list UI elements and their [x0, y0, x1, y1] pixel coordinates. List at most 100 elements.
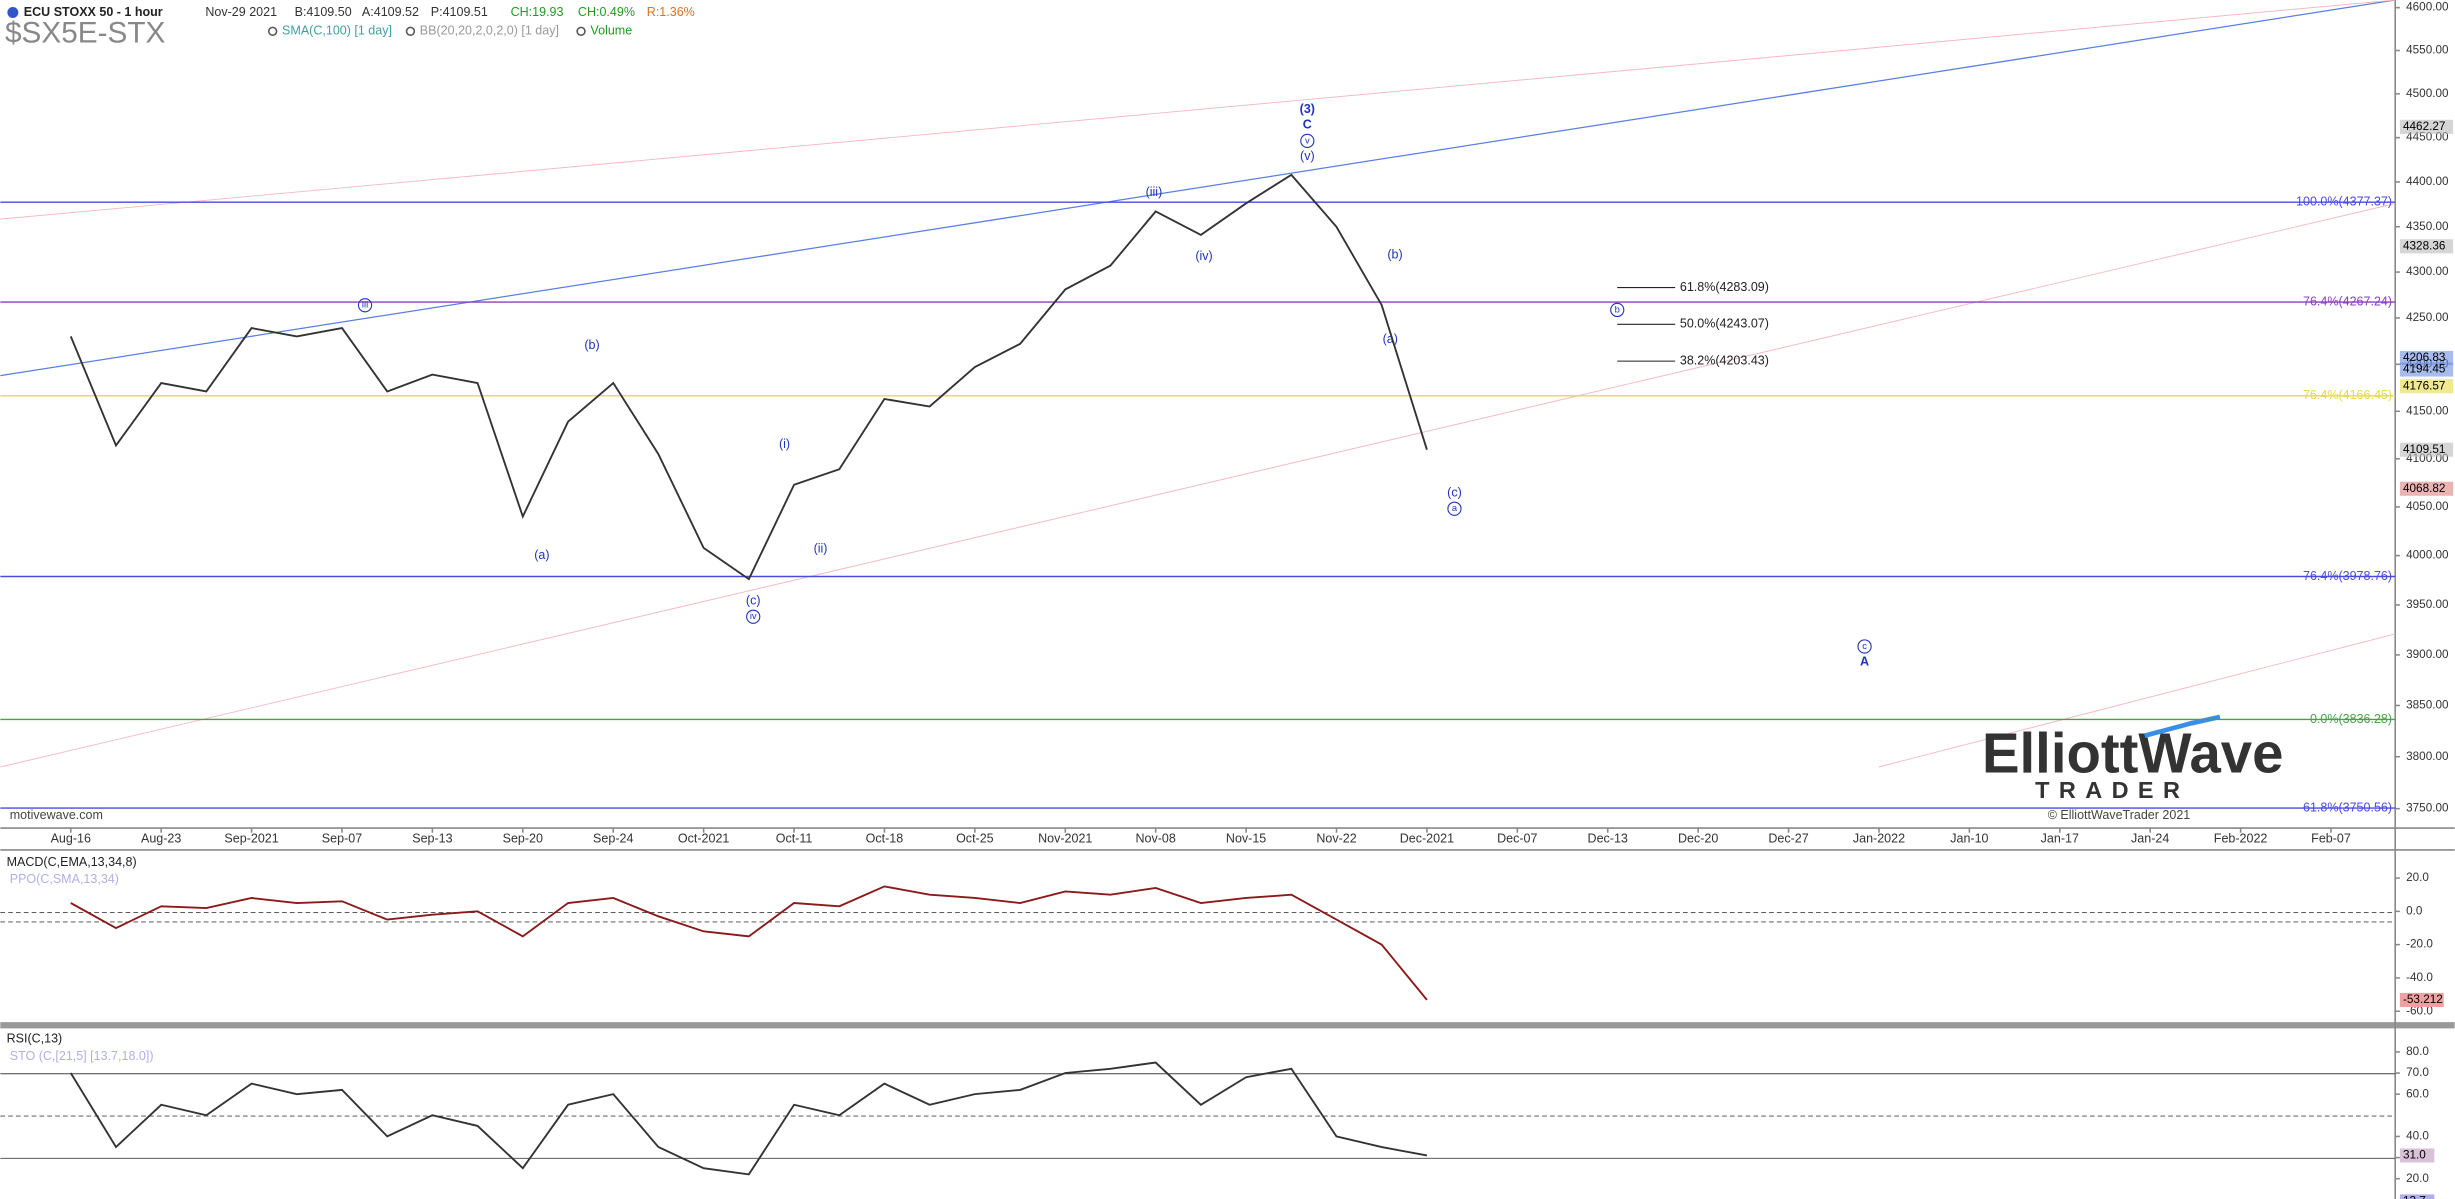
x-tick-label: Nov-22: [1316, 831, 1356, 845]
panel-title: RSI(C,13): [7, 1032, 63, 1046]
x-tick-label: Oct-25: [956, 831, 994, 845]
panel-subtitle: PPO(C,SMA,13,34): [10, 872, 119, 886]
y-tick-label: 4500.00: [2406, 87, 2449, 100]
x-tick-label: Sep-13: [412, 831, 452, 845]
wave-label: (b): [1387, 247, 1402, 261]
wave-label: v: [1305, 134, 1310, 145]
y-tick-label: 3850.00: [2406, 699, 2449, 712]
symbol: $SX5E-STX: [5, 16, 165, 49]
panel-subtitle: STO (C,[21,5] [13.7,18.0]): [10, 1049, 154, 1063]
fib-label: 76.4%(3978.76): [2303, 569, 2392, 583]
x-tick-label: Sep-07: [322, 831, 362, 845]
x-tick-label: Dec-27: [1768, 831, 1808, 845]
wave-label: (ii): [814, 542, 828, 556]
chart-title: ECU STOXX 50 - 1 hour: [24, 5, 163, 19]
wave-label: c: [1862, 640, 1867, 651]
wave-circle: [357, 298, 373, 313]
wave-label: (i): [779, 437, 790, 451]
x-tick-label: Dec-13: [1588, 831, 1628, 845]
y-tick-label: -60.0: [2406, 1004, 2433, 1017]
x-tick-label: Jan-10: [1950, 831, 1988, 845]
last-marker: [2399, 1194, 2435, 1199]
y-tick-label: 4600.00: [2406, 1, 2449, 14]
fib-label: 0.0%(3836.28): [2310, 712, 2392, 726]
x-tick-label: Jan-24: [2131, 831, 2169, 845]
y-tick-label: 4300.00: [2406, 265, 2449, 278]
y-tick-label: 20.0: [2406, 871, 2429, 884]
fib-projection-label: 50.0%(4243.07): [1680, 317, 1769, 331]
x-tick-label: Feb-07: [2311, 831, 2351, 845]
last-label: -53.212: [2403, 993, 2443, 1006]
source: motivewave.com: [10, 808, 103, 822]
wave-label: (iii): [1146, 185, 1163, 199]
y-tick-label: 4350.00: [2406, 220, 2449, 233]
y-tick-label: 4550.00: [2406, 44, 2449, 57]
quote-field: P:4109.51: [431, 5, 488, 19]
x-tick-label: Jan-2022: [1853, 831, 1905, 845]
price-marker: [2399, 481, 2454, 496]
trend-line: [0, 0, 2396, 377]
wave-label: a: [1452, 502, 1458, 513]
trend-line: [1878, 633, 2396, 768]
x-tick-label: Nov-15: [1226, 831, 1266, 845]
wave-circle: [1300, 133, 1315, 148]
y-tick-label: 40.0: [2406, 1130, 2429, 1143]
trend-line: [0, 203, 2396, 768]
fib-label: 100.0%(4377.37): [2296, 194, 2392, 208]
series-line: [69, 173, 1428, 581]
x-tick-label: Sep-20: [503, 831, 543, 845]
price-marker: [2399, 239, 2454, 254]
price-marker: [2399, 119, 2454, 134]
y-tick-label: 3800.00: [2406, 750, 2449, 763]
fib-projection-label: 61.8%(4283.09): [1680, 280, 1769, 294]
y-tick-label: 4450.00: [2406, 131, 2449, 144]
quote-field: CH:0.49%: [578, 5, 635, 19]
x-tick-label: Sep-2021: [224, 831, 278, 845]
fib-label: 61.8%(3750.56): [2303, 800, 2392, 814]
x-tick-label: Feb-2022: [2214, 831, 2268, 845]
price-marker: [2399, 350, 2454, 366]
x-tick-label: Oct-18: [866, 831, 904, 845]
x-tick-label: Dec-07: [1497, 831, 1537, 845]
x-tick-label: Jan-17: [2041, 831, 2079, 845]
wave-label: (c): [746, 593, 761, 607]
y-tick-label: 4050.00: [2406, 500, 2449, 513]
x-tick-label: Nov-08: [1136, 831, 1176, 845]
series-line: [70, 885, 1428, 1001]
wave-label: (a): [534, 548, 549, 562]
x-tick-label: Nov-2021: [1038, 831, 1092, 845]
y-tick-label: 4000.00: [2406, 549, 2449, 562]
wave-label: C: [1303, 118, 1312, 132]
y-tick-label: 0.0: [2406, 904, 2423, 917]
panel-divider: [0, 1022, 2455, 1029]
wave-label: (b): [584, 338, 599, 352]
price-marker-label: 4176.57: [2403, 379, 2445, 392]
price-marker: [2399, 379, 2454, 394]
series-line: [69, 1061, 1428, 1176]
price-marker-label: 4328.36: [2403, 239, 2445, 252]
wave-label: A: [1860, 654, 1869, 668]
indicator-icon: [267, 26, 278, 37]
x-tick-label: Dec-2021: [1400, 831, 1454, 845]
price-marker-label: 4194.45: [2403, 363, 2446, 376]
price-marker-label: 4068.82: [2403, 482, 2445, 495]
y-tick-label: 4150.00: [2406, 404, 2449, 417]
price-marker-label: 4462.27: [2403, 120, 2445, 133]
wave-label: (iv): [1195, 249, 1212, 263]
wave-circle: [746, 609, 761, 624]
indicator: BB(20,20,2,0,2,0) [1 day]: [420, 24, 559, 38]
quote-field: A:4109.52: [362, 5, 419, 19]
wave-circle: [1857, 639, 1872, 654]
price-marker-label: 4109.51: [2403, 443, 2445, 456]
quote-field: CH:19.93: [511, 5, 564, 19]
fib-label: 76.4%(4267.24): [2303, 294, 2392, 308]
price-marker-label: 4206.83: [2403, 351, 2445, 364]
x-tick-label: Aug-23: [141, 831, 181, 845]
x-tick-label: Oct-2021: [678, 831, 730, 845]
y-tick-label: 70.0: [2406, 1066, 2429, 1079]
last-label: 13.7: [2403, 1195, 2426, 1199]
wave-label: iii: [362, 299, 368, 310]
y-tick-label: 60.0: [2406, 1087, 2429, 1100]
